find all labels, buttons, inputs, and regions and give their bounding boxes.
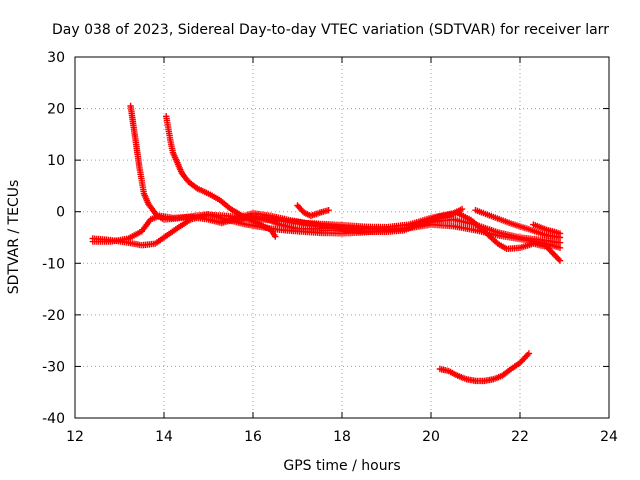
- y-tick-label: -20: [42, 308, 65, 324]
- axis-ticks: 12 14 16 18 20 22 24 -40 -30 -20 -10 0 10 20 30: [42, 50, 618, 445]
- data-series: [89, 102, 564, 385]
- series-track-i: [436, 350, 533, 385]
- series-track-f: [294, 202, 332, 219]
- y-tick-label: -30: [42, 359, 65, 375]
- y-tick-label: 10: [47, 153, 65, 169]
- x-tick-label: 12: [66, 429, 84, 445]
- x-tick-label: 24: [600, 429, 618, 445]
- series-markers: [294, 202, 332, 219]
- series-track-g: [472, 207, 564, 241]
- y-tick-label: -10: [42, 256, 65, 272]
- chart-title: Day 038 of 2023, Sidereal Day-to-day VTE…: [52, 22, 609, 38]
- series-markers: [436, 350, 533, 385]
- y-tick-label: 20: [47, 102, 65, 118]
- y-tick-label: -40: [42, 411, 65, 427]
- y-tick-label: 0: [56, 205, 65, 221]
- x-tick-label: 14: [155, 429, 173, 445]
- series-track-e: [218, 210, 564, 264]
- x-tick-label: 18: [333, 429, 351, 445]
- y-axis-label: SDTVAR / TECUs: [6, 180, 22, 295]
- plot-frame: [74, 56, 610, 419]
- series-markers: [218, 210, 564, 264]
- series-markers: [530, 221, 564, 237]
- x-tick-label: 16: [244, 429, 262, 445]
- x-tick-label: 20: [422, 429, 440, 445]
- y-tick-label: 30: [47, 50, 65, 66]
- x-axis-label: GPS time / hours: [283, 458, 400, 474]
- series-markers: [472, 207, 564, 241]
- x-tick-label: 22: [511, 429, 529, 445]
- series-track-h: [530, 221, 564, 237]
